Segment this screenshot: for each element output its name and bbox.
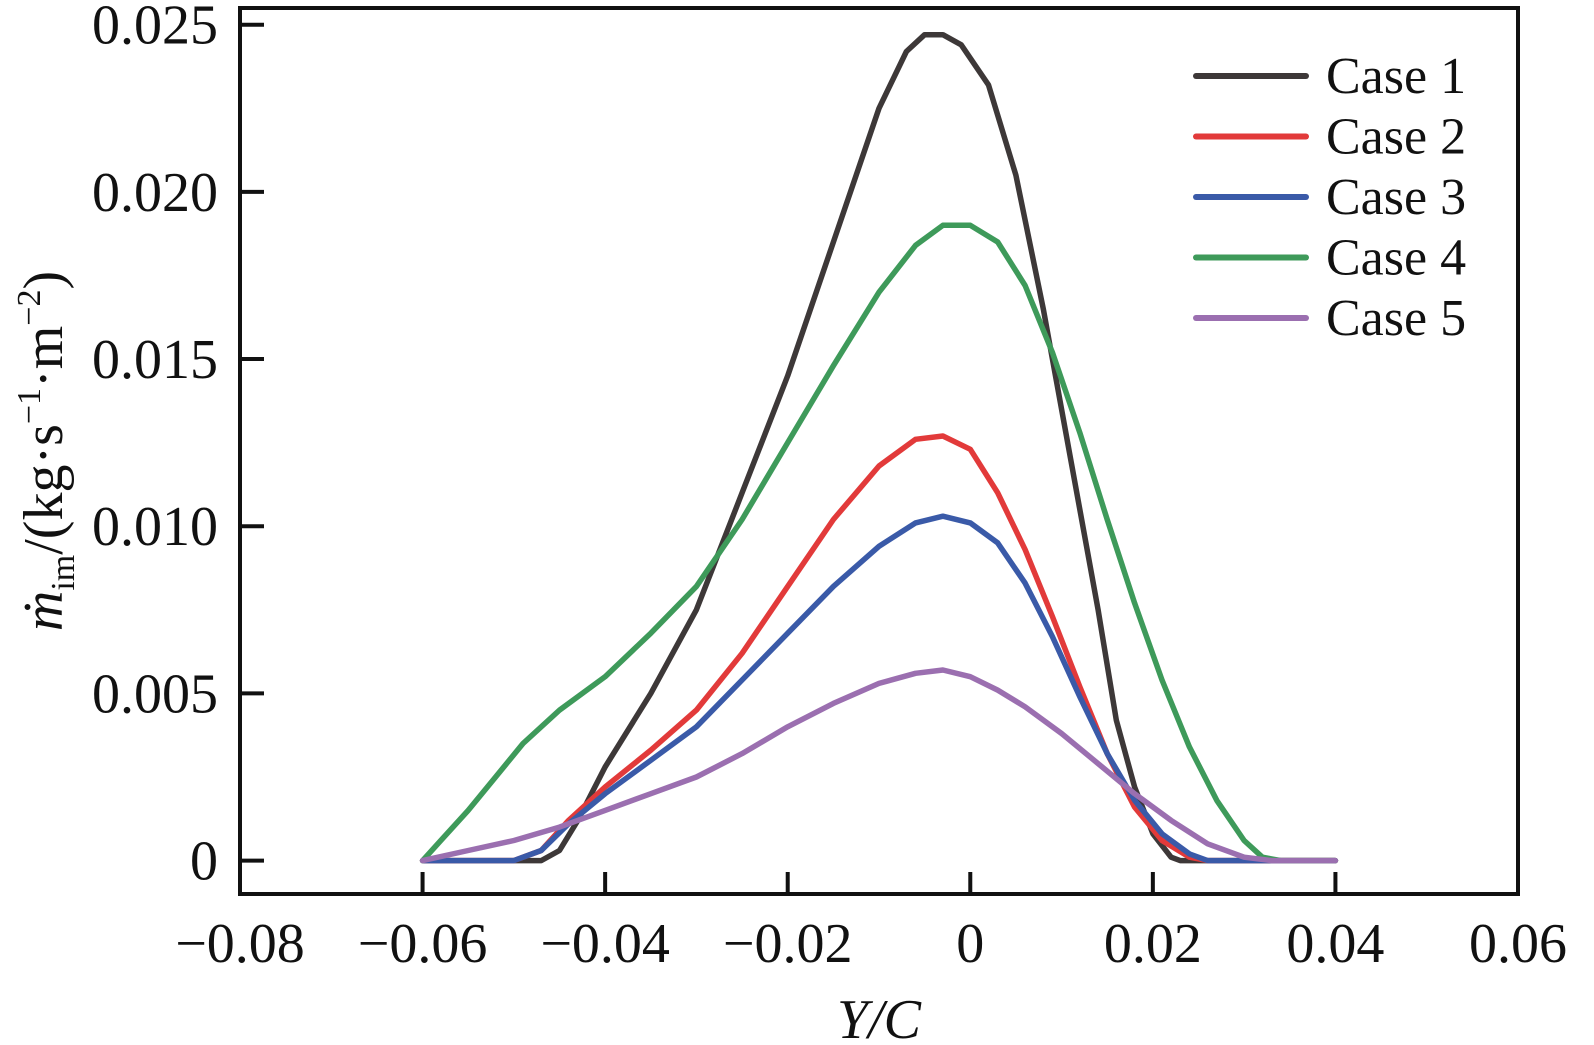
x-tick-label: 0.02 xyxy=(1104,913,1202,975)
x-tick-label: 0.06 xyxy=(1469,913,1567,975)
series-line-case-2 xyxy=(419,433,1339,864)
legend-label-case-3: Case 3 xyxy=(1326,169,1466,226)
x-tick-label: −0.04 xyxy=(540,913,670,975)
legend-label-case-1: Case 1 xyxy=(1326,48,1466,105)
y-label-unit: /(kg·s xyxy=(13,424,75,555)
x-axis-ticks: −0.08 −0.06 −0.04 −0.02 0 0.02 0.04 0.06 xyxy=(175,872,1567,975)
y-tick-label: 0.020 xyxy=(92,162,218,224)
series-lines xyxy=(419,31,1339,864)
legend-label-case-2: Case 2 xyxy=(1326,109,1466,166)
x-tick-label: −0.06 xyxy=(358,913,488,975)
series-line-case-5 xyxy=(419,667,1339,864)
svg-text:ṁim/(kg·s−1·m−2): ṁim/(kg·s−1·m−2) xyxy=(11,271,82,631)
legend-label-case-5: Case 5 xyxy=(1326,290,1466,347)
y-axis-label: ṁim/(kg·s−1·m−2) xyxy=(11,271,82,631)
legend-label-case-4: Case 4 xyxy=(1326,230,1466,287)
y-tick-label: 0.005 xyxy=(92,663,218,725)
x-tick-label: −0.08 xyxy=(175,913,305,975)
y-tick-label: 0.015 xyxy=(92,329,218,391)
series-line-case-3 xyxy=(419,513,1339,864)
y-label-exp1: −1 xyxy=(11,388,48,424)
x-tick-label: 0 xyxy=(956,913,984,975)
y-label-close: ) xyxy=(13,271,75,290)
series-line-case-4 xyxy=(419,222,1339,864)
x-tick-label: −0.02 xyxy=(723,913,853,975)
y-label-mid: ·m xyxy=(13,326,75,388)
series-line-case-1 xyxy=(419,31,1339,864)
x-axis-label: Y/C xyxy=(837,989,922,1045)
y-label-subscript: im xyxy=(45,555,82,591)
y-label-symbol: ṁ xyxy=(13,591,75,631)
y-tick-label: 0.010 xyxy=(92,496,218,558)
y-tick-label: 0.025 xyxy=(92,0,218,57)
y-label-exp2: −2 xyxy=(11,290,48,326)
y-axis-ticks: 0 0.005 0.010 0.015 0.020 0.025 xyxy=(92,0,264,893)
plot-frame xyxy=(238,6,1520,896)
y-tick-label: 0 xyxy=(190,831,218,893)
x-tick-label: 0.04 xyxy=(1286,913,1384,975)
